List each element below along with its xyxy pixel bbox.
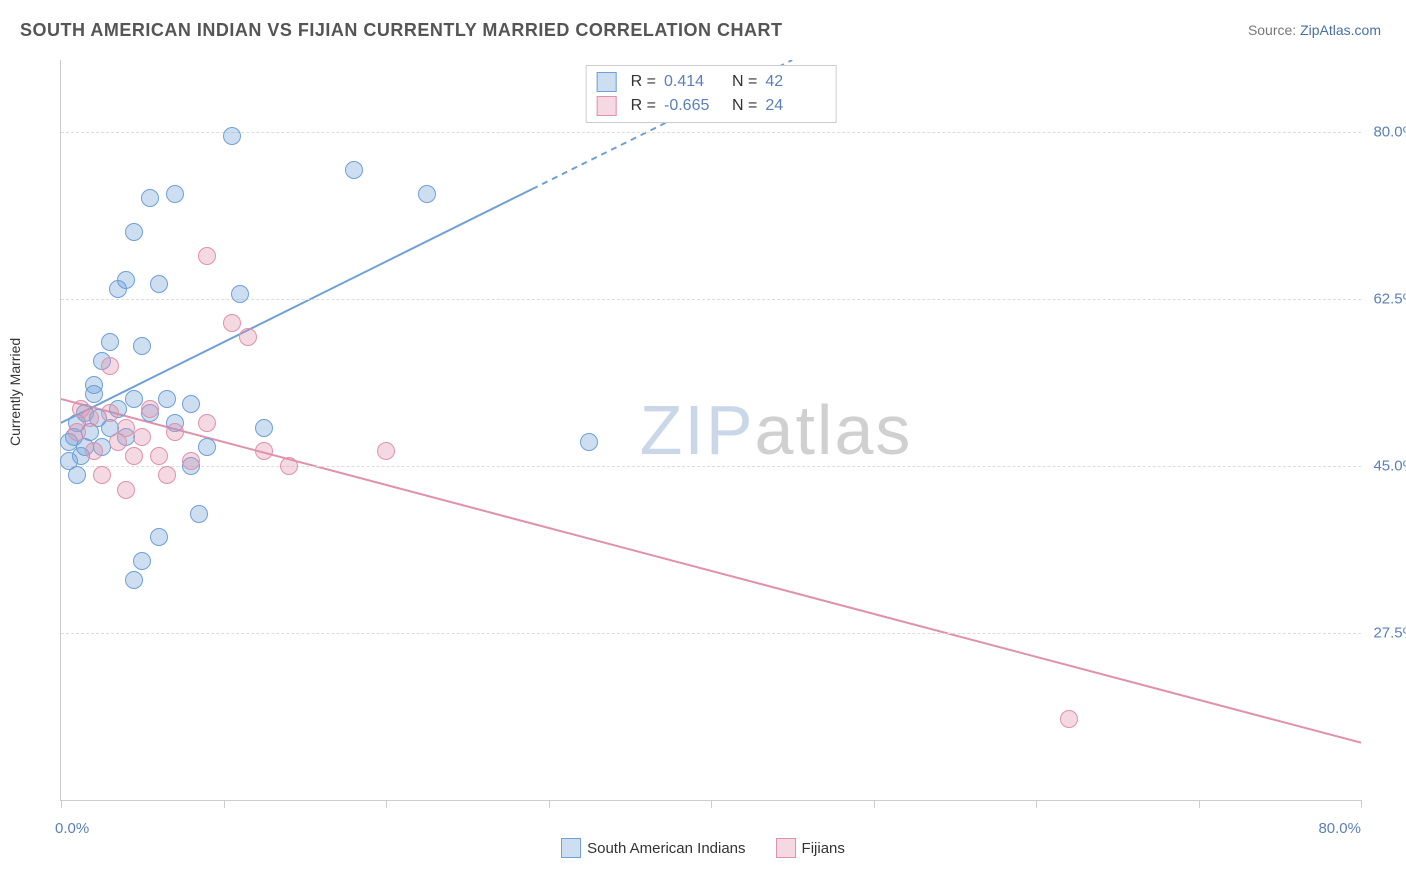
stats-n-label-1: N =: [732, 73, 757, 91]
scatter-point: [231, 285, 249, 303]
scatter-point: [85, 376, 103, 394]
x-axis-max-label: 80.0%: [1318, 820, 1361, 837]
gridline-h: [61, 299, 1361, 300]
scatter-point: [223, 314, 241, 332]
stats-row-1: R = 0.414 N = 42: [597, 70, 826, 94]
stats-n-label-2: N =: [732, 97, 757, 115]
gridline-h: [61, 132, 1361, 133]
scatter-point: [345, 161, 363, 179]
scatter-point: [150, 447, 168, 465]
stats-row-2: R = -0.665 N = 24: [597, 94, 826, 118]
scatter-point: [101, 333, 119, 351]
x-axis-min-label: 0.0%: [55, 820, 89, 837]
chart-title: SOUTH AMERICAN INDIAN VS FIJIAN CURRENTL…: [20, 20, 783, 41]
stats-n-value-2: 24: [765, 97, 825, 115]
scatter-point: [68, 423, 86, 441]
legend-item: Fijians: [776, 838, 845, 858]
y-tick-label: 80.0%: [1373, 123, 1406, 140]
scatter-point: [133, 552, 151, 570]
x-tick: [1361, 800, 1362, 808]
scatter-point: [255, 419, 273, 437]
scatter-point: [239, 328, 257, 346]
scatter-point: [101, 357, 119, 375]
scatter-point: [125, 390, 143, 408]
scatter-point: [141, 189, 159, 207]
legend-swatch: [561, 838, 581, 858]
scatter-point: [580, 433, 598, 451]
scatter-point: [377, 442, 395, 460]
scatter-point: [166, 423, 184, 441]
scatter-point: [418, 185, 436, 203]
scatter-point: [158, 390, 176, 408]
legend-bottom: South American Indians Fijians: [0, 838, 1406, 862]
watermark-zip: ZIP: [640, 391, 755, 469]
stats-box: R = 0.414 N = 42 R = -0.665 N = 24: [586, 65, 837, 123]
stats-swatch-1: [597, 72, 617, 92]
legend-label: South American Indians: [587, 840, 745, 857]
y-tick-label: 27.5%: [1373, 624, 1406, 641]
scatter-point: [150, 275, 168, 293]
watermark: ZIPatlas: [640, 390, 913, 470]
x-tick: [1036, 800, 1037, 808]
source-link[interactable]: ZipAtlas.com: [1300, 22, 1381, 38]
x-tick: [224, 800, 225, 808]
source-label: Source:: [1248, 22, 1296, 38]
scatter-point: [85, 442, 103, 460]
scatter-point: [117, 271, 135, 289]
scatter-point: [125, 447, 143, 465]
scatter-point: [81, 409, 99, 427]
scatter-point: [133, 428, 151, 446]
y-axis-title: Currently Married: [7, 338, 23, 446]
x-tick: [711, 800, 712, 808]
legend-label: Fijians: [802, 840, 845, 857]
scatter-point: [150, 528, 168, 546]
stats-r-value-1: 0.414: [664, 73, 724, 91]
scatter-point: [68, 466, 86, 484]
stats-n-value-1: 42: [765, 73, 825, 91]
scatter-point: [223, 127, 241, 145]
scatter-point: [101, 404, 119, 422]
scatter-point: [93, 466, 111, 484]
stats-r-label-1: R =: [631, 73, 656, 91]
scatter-point: [182, 395, 200, 413]
x-tick: [874, 800, 875, 808]
scatter-point: [198, 414, 216, 432]
x-tick: [61, 800, 62, 808]
scatter-point: [166, 185, 184, 203]
x-tick: [549, 800, 550, 808]
y-tick-label: 62.5%: [1373, 290, 1406, 307]
gridline-h: [61, 466, 1361, 467]
scatter-point: [158, 466, 176, 484]
source-attribution: Source: ZipAtlas.com: [1248, 22, 1381, 38]
y-tick-label: 45.0%: [1373, 457, 1406, 474]
scatter-point: [133, 337, 151, 355]
scatter-point: [125, 223, 143, 241]
x-tick: [1199, 800, 1200, 808]
scatter-point: [141, 400, 159, 418]
scatter-point: [125, 571, 143, 589]
scatter-point: [182, 452, 200, 470]
legend-swatch: [776, 838, 796, 858]
plot-area: ZIPatlas R = 0.414 N = 42 R = -0.665 N =…: [60, 60, 1361, 801]
scatter-point: [198, 247, 216, 265]
stats-r-label-2: R =: [631, 97, 656, 115]
scatter-point: [1060, 710, 1078, 728]
scatter-point: [190, 505, 208, 523]
scatter-point: [280, 457, 298, 475]
watermark-atlas: atlas: [755, 391, 913, 469]
scatter-point: [117, 481, 135, 499]
scatter-point: [255, 442, 273, 460]
stats-swatch-2: [597, 96, 617, 116]
legend-item: South American Indians: [561, 838, 745, 858]
stats-r-value-2: -0.665: [664, 97, 724, 115]
gridline-h: [61, 633, 1361, 634]
scatter-point: [117, 419, 135, 437]
x-tick: [386, 800, 387, 808]
chart-container: SOUTH AMERICAN INDIAN VS FIJIAN CURRENTL…: [0, 0, 1406, 892]
scatter-point: [198, 438, 216, 456]
